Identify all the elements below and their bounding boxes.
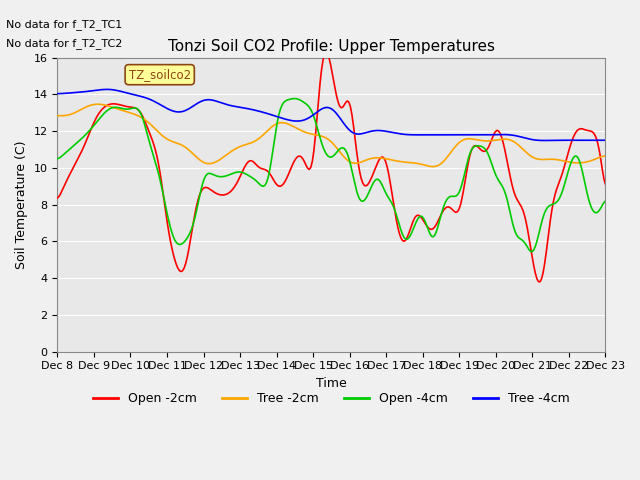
Legend: Open -2cm, Tree -2cm, Open -4cm, Tree -4cm: Open -2cm, Tree -2cm, Open -4cm, Tree -4… xyxy=(88,387,575,410)
Title: Tonzi Soil CO2 Profile: Upper Temperatures: Tonzi Soil CO2 Profile: Upper Temperatur… xyxy=(168,39,495,54)
Text: TZ_soilco2: TZ_soilco2 xyxy=(129,68,191,81)
X-axis label: Time: Time xyxy=(316,377,347,390)
Y-axis label: Soil Temperature (C): Soil Temperature (C) xyxy=(15,140,28,269)
Text: No data for f_T2_TC2: No data for f_T2_TC2 xyxy=(6,38,123,49)
Text: No data for f_T2_TC1: No data for f_T2_TC1 xyxy=(6,19,123,30)
